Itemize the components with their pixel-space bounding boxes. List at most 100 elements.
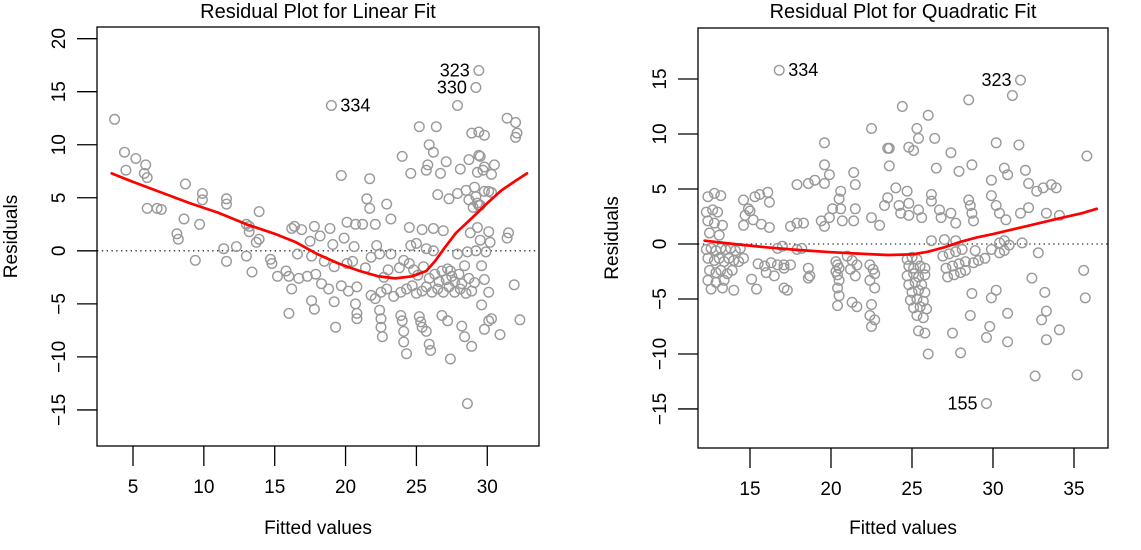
data-point — [985, 174, 997, 186]
data-point — [444, 353, 456, 365]
data-point — [934, 204, 946, 216]
data-point — [179, 178, 191, 190]
data-point — [968, 257, 980, 269]
data-point — [968, 215, 980, 227]
data-point — [802, 272, 814, 284]
data-point — [456, 278, 468, 290]
y-tick-label: 15 — [49, 81, 70, 102]
data-point — [832, 269, 844, 281]
data-point — [796, 242, 808, 254]
data-point — [453, 268, 465, 280]
data-point — [376, 331, 388, 343]
data-point — [994, 247, 1006, 259]
x-tick-label: 5 — [128, 477, 139, 498]
data-point — [141, 202, 153, 214]
data-point — [937, 250, 949, 262]
outlier-label: 330 — [437, 78, 467, 98]
data-point — [415, 316, 427, 328]
data-point — [819, 159, 831, 171]
data-point — [981, 332, 993, 344]
data-point — [1023, 202, 1035, 214]
data-point — [849, 270, 861, 282]
data-point — [959, 264, 971, 276]
data-point — [120, 164, 132, 176]
plot-border — [96, 26, 540, 447]
data-point — [398, 325, 410, 337]
y-tick-label: 10 — [49, 134, 70, 155]
data-point — [385, 213, 397, 225]
data-point — [427, 222, 439, 234]
data-point — [804, 270, 816, 282]
data-point — [385, 248, 397, 260]
data-point — [427, 146, 439, 158]
y-tick-label: −10 — [650, 338, 671, 370]
data-point — [966, 159, 978, 171]
data-point — [486, 186, 498, 198]
data-point — [947, 260, 959, 272]
data-point — [405, 167, 417, 179]
data-point — [433, 276, 445, 288]
data-point — [925, 188, 937, 200]
outlier-point — [981, 398, 993, 410]
data-point — [959, 256, 971, 268]
data-point — [935, 212, 947, 224]
data-point — [1040, 207, 1052, 219]
data-point — [405, 239, 417, 251]
data-point — [420, 164, 432, 176]
data-point — [979, 252, 991, 264]
data-point — [324, 222, 336, 234]
data-point — [140, 159, 152, 171]
data-point — [1002, 307, 1014, 319]
data-point — [738, 252, 750, 264]
data-point — [494, 329, 506, 341]
data-point — [477, 164, 489, 176]
data-point — [435, 167, 447, 179]
data-point — [702, 191, 714, 203]
data-point — [904, 294, 916, 306]
data-point — [866, 122, 878, 134]
data-point — [919, 327, 931, 339]
data-point — [422, 159, 434, 171]
y-tick-label: 5 — [49, 192, 70, 203]
data-point — [763, 196, 775, 208]
y-tick-label: −5 — [650, 288, 671, 310]
y-axis-label: Residuals — [602, 196, 623, 279]
data-point — [381, 283, 393, 295]
data-point — [945, 147, 957, 159]
data-point — [350, 298, 362, 310]
data-point — [717, 219, 729, 231]
data-point — [503, 227, 515, 239]
data-point — [765, 257, 777, 269]
data-point — [388, 290, 400, 302]
data-point — [357, 218, 369, 230]
data-point — [1019, 164, 1031, 176]
data-point — [956, 243, 968, 255]
data-point — [398, 336, 410, 348]
data-point — [785, 259, 797, 271]
data-point — [835, 185, 847, 197]
data-point — [420, 325, 432, 337]
data-point — [510, 116, 522, 128]
plot-title: Residual Plot for Quadratic Fit — [770, 1, 1037, 23]
data-point — [772, 259, 784, 271]
data-point — [469, 181, 481, 193]
data-point — [413, 121, 425, 133]
data-point — [461, 398, 473, 410]
data-point — [364, 173, 376, 185]
data-point — [1023, 177, 1035, 189]
data-point — [848, 215, 860, 227]
data-point — [893, 199, 905, 211]
data-point — [151, 202, 163, 214]
data-point — [781, 284, 793, 296]
data-point — [469, 277, 481, 289]
data-point — [913, 204, 925, 216]
data-point — [361, 193, 373, 205]
data-point — [314, 230, 326, 242]
data-point — [454, 163, 466, 175]
data-point — [396, 315, 408, 327]
data-point — [437, 286, 449, 298]
data-point — [751, 283, 763, 295]
data-point — [463, 154, 475, 166]
data-point — [1078, 264, 1090, 276]
data-point — [955, 347, 967, 359]
